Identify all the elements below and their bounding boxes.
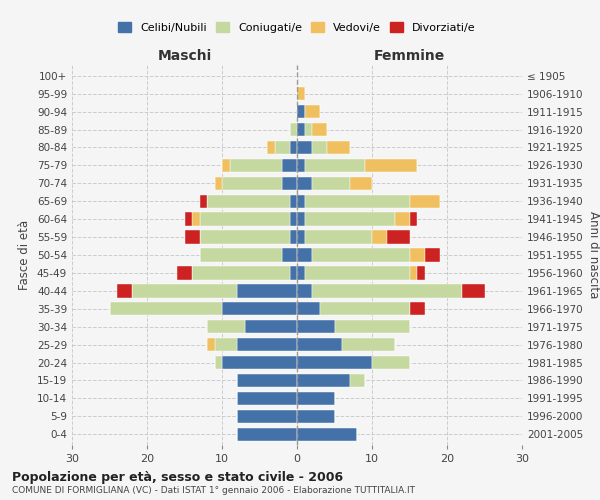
Bar	[297, 338, 342, 351]
Bar	[297, 87, 305, 101]
Bar	[290, 140, 297, 154]
Bar	[215, 176, 222, 190]
Bar	[290, 194, 297, 208]
Bar	[117, 284, 132, 298]
Bar	[335, 320, 409, 334]
Bar	[297, 248, 312, 262]
Bar	[222, 356, 297, 370]
Bar	[312, 176, 349, 190]
Bar	[305, 123, 312, 136]
Bar	[409, 212, 417, 226]
Bar	[312, 248, 409, 262]
Bar	[297, 140, 312, 154]
Y-axis label: Fasce di età: Fasce di età	[19, 220, 31, 290]
Bar	[395, 212, 409, 226]
Bar	[245, 320, 297, 334]
Bar	[462, 284, 485, 298]
Bar	[237, 284, 297, 298]
Bar	[297, 374, 349, 387]
Bar	[312, 123, 327, 136]
Bar	[409, 248, 425, 262]
Bar	[207, 338, 215, 351]
Bar	[305, 158, 365, 172]
Bar	[297, 105, 305, 118]
Bar	[290, 230, 297, 244]
Bar	[305, 266, 409, 280]
Bar	[237, 428, 297, 441]
Bar	[320, 302, 409, 316]
Bar	[290, 266, 297, 280]
Bar	[297, 284, 312, 298]
Bar	[237, 392, 297, 405]
Bar	[237, 374, 297, 387]
Text: COMUNE DI FORMIGLIANA (VC) - Dati ISTAT 1° gennaio 2006 - Elaborazione TUTTITALI: COMUNE DI FORMIGLIANA (VC) - Dati ISTAT …	[12, 486, 415, 495]
Bar	[312, 140, 327, 154]
Bar	[297, 123, 305, 136]
Bar	[290, 123, 297, 136]
Bar	[207, 320, 245, 334]
Bar	[229, 158, 282, 172]
Y-axis label: Anni di nascita: Anni di nascita	[587, 212, 600, 298]
Bar	[409, 302, 425, 316]
Bar	[425, 248, 439, 262]
Bar	[199, 212, 290, 226]
Bar	[282, 248, 297, 262]
Bar	[185, 212, 192, 226]
Bar	[387, 230, 409, 244]
Bar	[372, 230, 387, 244]
Bar	[282, 158, 297, 172]
Bar	[297, 410, 335, 423]
Bar	[365, 158, 417, 172]
Bar	[207, 194, 290, 208]
Bar	[297, 356, 372, 370]
Bar	[372, 356, 409, 370]
Bar	[305, 212, 395, 226]
Bar	[237, 410, 297, 423]
Bar	[349, 176, 372, 190]
Bar	[282, 176, 297, 190]
Bar	[327, 140, 349, 154]
Bar	[297, 194, 305, 208]
Bar	[349, 374, 365, 387]
Bar	[185, 230, 199, 244]
Bar	[305, 194, 409, 208]
Bar	[215, 356, 222, 370]
Text: Maschi: Maschi	[157, 49, 212, 63]
Bar	[215, 338, 237, 351]
Bar	[199, 248, 282, 262]
Bar	[110, 302, 222, 316]
Bar	[297, 392, 335, 405]
Bar	[305, 230, 372, 244]
Bar	[222, 176, 282, 190]
Bar	[297, 158, 305, 172]
Bar	[290, 212, 297, 226]
Text: Popolazione per età, sesso e stato civile - 2006: Popolazione per età, sesso e stato civil…	[12, 472, 343, 484]
Bar	[222, 158, 229, 172]
Bar	[275, 140, 290, 154]
Bar	[409, 266, 417, 280]
Bar	[297, 428, 357, 441]
Bar	[409, 194, 439, 208]
Bar	[297, 302, 320, 316]
Bar	[192, 266, 290, 280]
Text: Femmine: Femmine	[374, 49, 445, 63]
Bar	[417, 266, 425, 280]
Bar	[237, 338, 297, 351]
Bar	[199, 194, 207, 208]
Bar	[222, 302, 297, 316]
Bar	[297, 212, 305, 226]
Bar	[297, 230, 305, 244]
Bar	[297, 176, 312, 190]
Bar	[297, 266, 305, 280]
Bar	[305, 105, 320, 118]
Bar	[312, 284, 462, 298]
Bar	[199, 230, 290, 244]
Bar	[132, 284, 237, 298]
Legend: Celibi/Nubili, Coniugati/e, Vedovi/e, Divorziati/e: Celibi/Nubili, Coniugati/e, Vedovi/e, Di…	[114, 18, 480, 37]
Bar	[267, 140, 275, 154]
Bar	[177, 266, 192, 280]
Bar	[192, 212, 199, 226]
Bar	[342, 338, 395, 351]
Bar	[297, 320, 335, 334]
